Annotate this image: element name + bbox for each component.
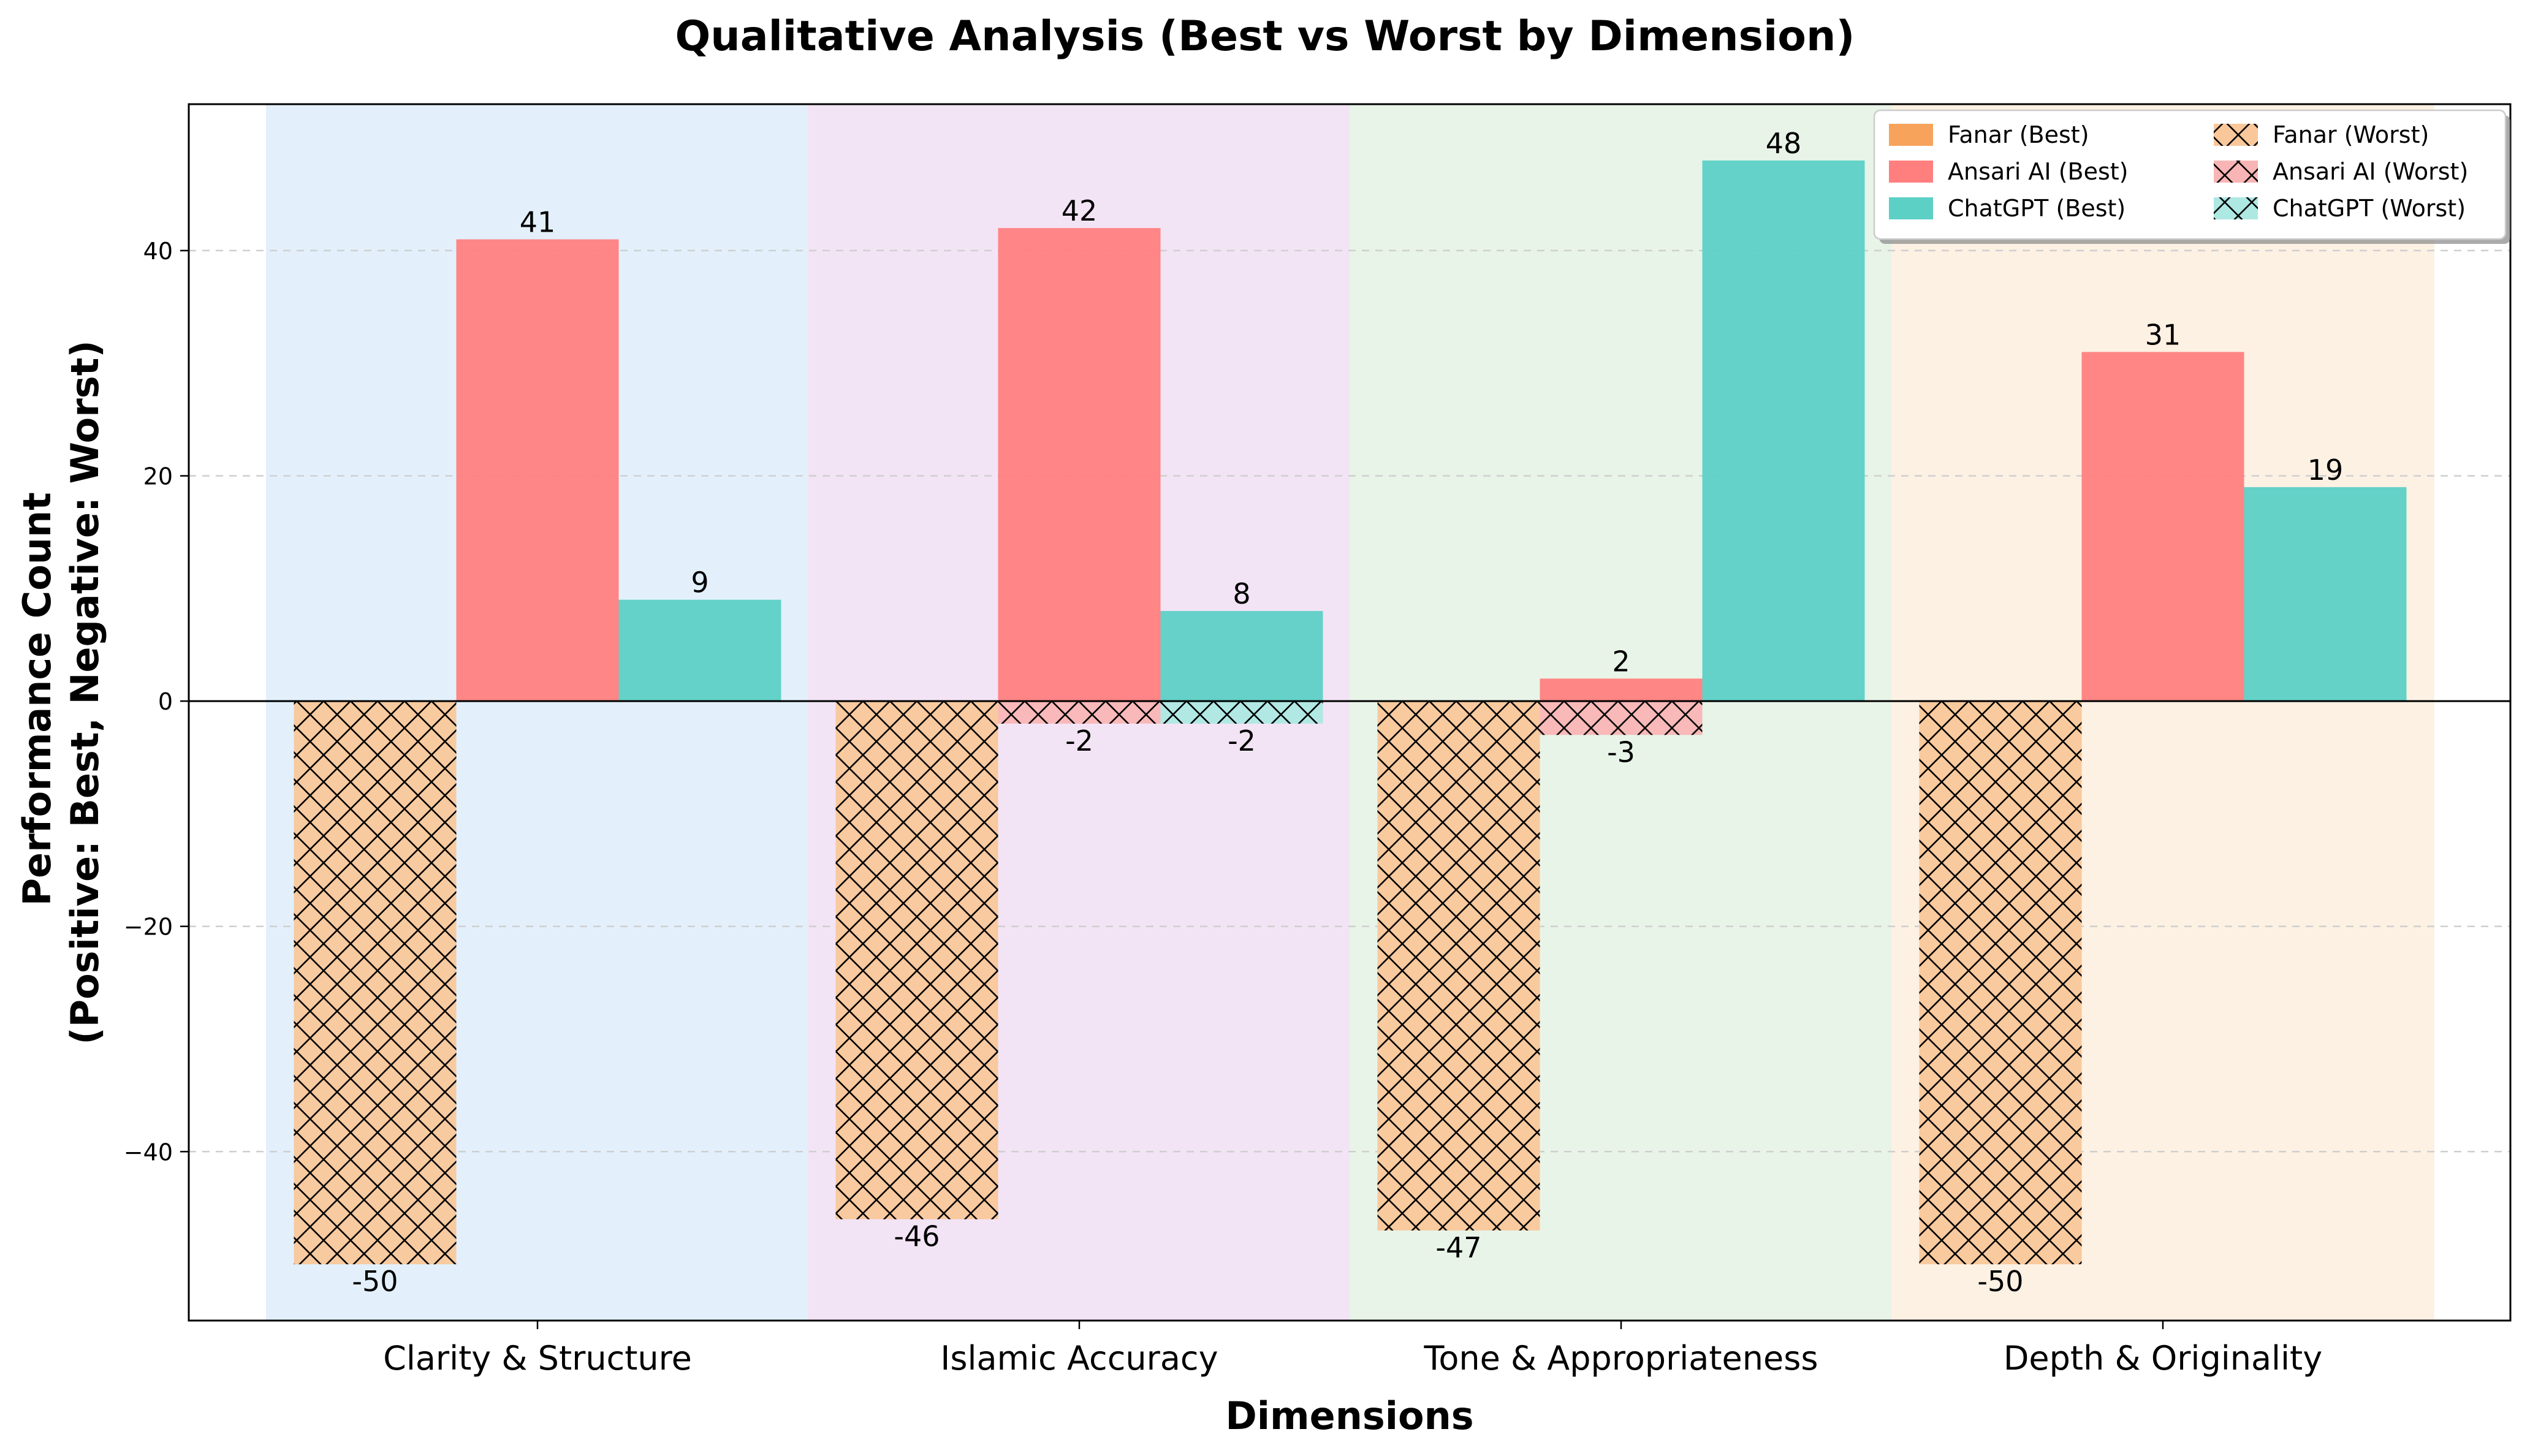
data-label-fanar-worst-depth-originality: -50 [1977,1265,2023,1298]
bar-chatgpt-best-depth-originality [2244,487,2407,702]
x-tick-label-clarity-structure: Clarity & Structure [383,1339,692,1378]
data-label-chatgpt-best-depth-originality: 19 [2308,453,2344,487]
data-label-chatgpt-worst-islamic-accuracy: -2 [1228,724,1256,757]
data-label-ansari-ai-best-islamic-accuracy: 42 [1062,194,1098,227]
legend-label-ansari-ai-best: Ansari AI (Best) [1948,158,2129,185]
x-axis-label: Dimensions [1225,1393,1473,1438]
data-label-ansari-ai-worst-tone-appropriateness: -3 [1607,735,1635,768]
data-label-fanar-worst-clarity-structure: -50 [352,1265,398,1298]
bar-chatgpt-best-clarity-structure [618,599,781,702]
data-label-fanar-worst-tone-appropriateness: -47 [1435,1231,1481,1264]
x-tick-label-islamic-accuracy: Islamic Accuracy [940,1339,1218,1378]
legend-box [1873,109,2507,240]
data-label-ansari-ai-best-clarity-structure: 41 [520,206,556,239]
bar-hatch-ansari-ai-worst-tone-appropriateness [1540,701,1703,735]
legend: Fanar (Best) Ansari AI (Best) ChatGPT (Bes… [1873,109,2510,244]
bar-hatch-fanar-worst-depth-originality [1919,701,2082,1265]
legend-label-chatgpt-best: ChatGPT (Best) [1948,195,2125,222]
legend-swatch-fanar-best [1889,124,1933,146]
x-tick-label-depth-originality: Depth & Originality [2004,1339,2322,1378]
bar-chatgpt-best-tone-appropriateness [1702,160,1865,702]
data-label-chatgpt-best-islamic-accuracy: 8 [1233,577,1250,610]
y-tick-label: 20 [143,463,173,490]
data-label-ansari-ai-best-tone-appropriateness: 2 [1612,645,1630,678]
data-label-ansari-ai-worst-islamic-accuracy: -2 [1065,724,1093,757]
data-label-chatgpt-best-tone-appropriateness: 48 [1766,127,1802,160]
bar-hatch-fanar-worst-tone-appropriateness [1377,701,1540,1230]
legend-label-chatgpt-worst: ChatGPT (Worst) [2273,195,2466,222]
bar-ansari-ai-best-islamic-accuracy [998,228,1161,702]
bar-ansari-ai-best-clarity-structure [456,239,619,702]
plot-area: −40 −20 0 20 40 41 42 2 31 9 8 48 19 -50 -46 -47 -50 -2 -3… [124,103,2512,1378]
legend-label-fanar-best: Fanar (Best) [1948,121,2089,148]
y-axis-label: Performance Count (Positive: Best, Negat… [15,340,107,1044]
data-label-chatgpt-best-clarity-structure: 9 [691,566,708,599]
y-axis-label-line-2: (Positive: Best, Negative: Worst) [63,340,107,1044]
x-tick-label-tone-appropriateness: Tone & Appropriateness [1424,1339,1818,1378]
bar-hatch-ansari-ai-worst-islamic-accuracy [998,701,1161,724]
chart-title: Qualitative Analysis (Best vs Worst by D… [675,12,1855,61]
legend-swatch-ansari-ai-best [1889,161,1933,183]
bar-hatch-fanar-worst-islamic-accuracy [835,701,998,1219]
data-label-ansari-ai-best-depth-originality: 31 [2145,318,2181,351]
bar-chatgpt-best-islamic-accuracy [1160,611,1323,702]
bar-ansari-ai-best-depth-originality [2081,352,2244,702]
y-tick-label: 40 [143,238,173,265]
y-axis-label-line-1: Performance Count [15,492,59,906]
bar-ansari-ai-best-tone-appropriateness [1540,678,1703,702]
legend-label-fanar-worst: Fanar (Worst) [2273,121,2429,148]
legend-swatch-hatch-fanar-worst [2214,124,2258,146]
data-label-fanar-worst-islamic-accuracy: -46 [894,1220,940,1253]
y-tick-label: −20 [124,914,173,941]
plot-frame [188,103,2512,1322]
y-tick-label: 0 [158,688,173,715]
bar-hatch-chatgpt-worst-islamic-accuracy [1160,701,1323,724]
legend-label-ansari-ai-worst: Ansari AI (Worst) [2273,158,2468,185]
y-tick-label: −40 [124,1139,173,1166]
bar-hatch-fanar-worst-clarity-structure [294,701,457,1265]
legend-swatch-chatgpt-best [1889,197,1933,219]
legend-swatch-hatch-chatgpt-worst [2214,197,2258,219]
legend-swatch-hatch-ansari-ai-worst [2214,161,2258,183]
